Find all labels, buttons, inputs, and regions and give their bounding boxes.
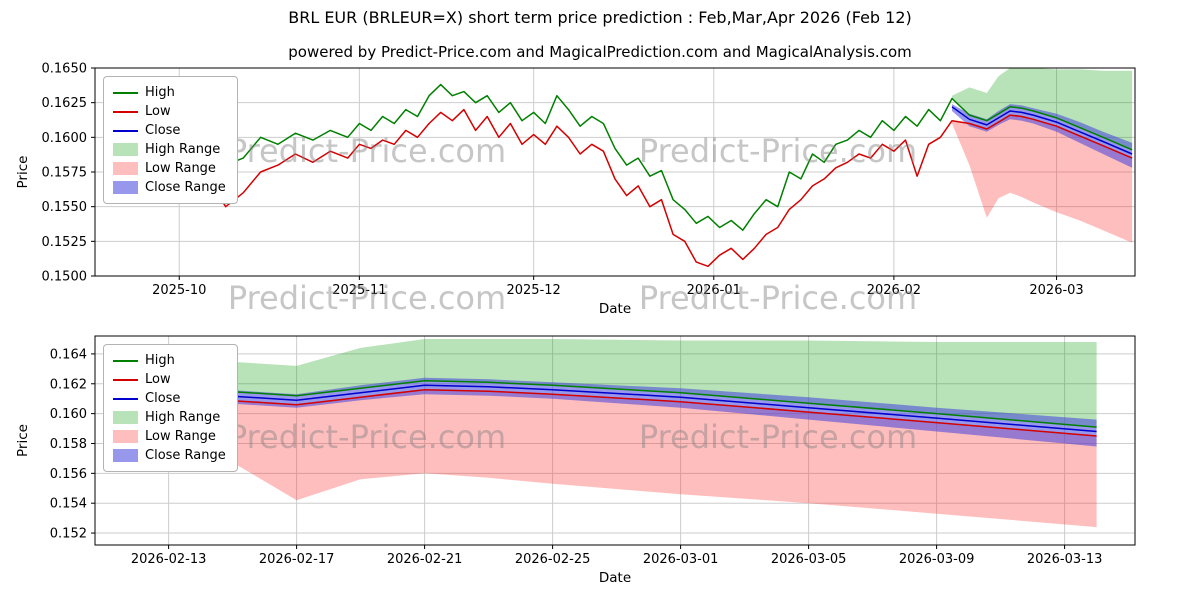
x-tick-label: 2025-12 (506, 283, 560, 298)
legend-label: Close (145, 123, 181, 138)
legend-label: High Range (145, 410, 221, 425)
close-range-swatch (113, 449, 138, 462)
legend-item-low: Low (113, 370, 226, 389)
low-range-band (952, 115, 1133, 243)
low-line (103, 108, 1133, 268)
x-tick-label: 2026-02 (867, 283, 921, 298)
legend-item-high: High (113, 351, 226, 370)
y-tick-label: 0.1550 (42, 200, 88, 215)
close-range-band (952, 104, 1133, 168)
legend-label: High (145, 353, 175, 368)
x-axis-title: Date (599, 301, 631, 317)
x-tick-label: 2026-02-21 (387, 552, 463, 567)
y-tick-label: 0.1500 (42, 270, 88, 285)
high-line (104, 371, 1097, 428)
plot-frame (94, 335, 1136, 546)
x-tick-label: 2025-10 (152, 283, 206, 298)
high-line (103, 83, 1133, 231)
x-tick-label: 2026-03-05 (771, 552, 847, 567)
y-tick-label: 0.1525 (42, 235, 88, 250)
legend-label: High Range (145, 142, 221, 157)
legend-label: Close (145, 391, 181, 406)
x-tick-label: 2026-03-01 (643, 552, 719, 567)
y-tick-label: 0.164 (50, 347, 87, 362)
legend-label: Low Range (145, 429, 216, 444)
legend-item-high: High (113, 83, 226, 102)
y-tick-label: 0.1650 (42, 62, 88, 77)
legend-label: Close Range (145, 448, 226, 463)
low-range-swatch (113, 430, 138, 443)
y-tick-label: 0.1625 (42, 96, 88, 111)
legend-item-high-range: High Range (113, 140, 226, 159)
y-tick-label: 0.1575 (42, 166, 88, 181)
close-range-band (104, 377, 1097, 447)
legend-item-close-range: Close Range (113, 446, 226, 465)
close-line (104, 380, 1097, 433)
x-tick-label: 2026-03-13 (1027, 552, 1103, 567)
x-tick-label: 2026-02-25 (515, 552, 591, 567)
legend-label: Close Range (145, 180, 226, 195)
y-axis-title: Price (15, 424, 31, 457)
y-tick-label: 0.1600 (42, 131, 88, 146)
legend-item-low-range: Low Range (113, 427, 226, 446)
x-tick-label: 2026-03-09 (899, 552, 975, 567)
high-swatch (113, 359, 138, 362)
y-tick-label: 0.156 (50, 467, 87, 482)
legend-item-close: Close (113, 121, 226, 140)
legend-item-low-range: Low Range (113, 159, 226, 178)
high-range-swatch (113, 143, 138, 156)
high-range-swatch (113, 411, 138, 424)
legend-item-close: Close (113, 389, 226, 408)
y-tick-label: 0.158 (50, 437, 87, 452)
y-tick-label: 0.160 (50, 407, 87, 422)
legend-label: Low Range (145, 161, 216, 176)
legend-overview: High Low Close High Range Low Range Close Ran… (103, 76, 238, 204)
low-line (104, 388, 1097, 437)
y-tick-label: 0.154 (50, 497, 87, 512)
y-tick-label: 0.162 (50, 377, 87, 392)
y-axis-title: Price (15, 156, 31, 189)
close-swatch (113, 129, 138, 132)
low-range-swatch (113, 162, 138, 175)
figure-title: BRL EUR (BRLEUR=X) short term price pred… (288, 8, 912, 27)
close-range-swatch (113, 181, 138, 194)
y-tick-label: 0.152 (50, 527, 87, 542)
figure-subtitle: powered by Predict-Price.com and Magical… (288, 43, 912, 61)
x-tick-label: 2026-02-17 (259, 552, 335, 567)
x-axis-title: Date (599, 570, 631, 586)
x-tick-label: 2026-01 (687, 283, 741, 298)
legend-item-high-range: High Range (113, 408, 226, 427)
legend-forecast: High Low Close High Range Low Range Close Ran… (103, 344, 238, 472)
chart-forecast: 2026-02-13 2026-02-17 2026-02-21 2026-02-25… (15, 335, 1136, 586)
legend-item-close-range: Close Range (113, 178, 226, 197)
close-line (951, 106, 1133, 155)
x-tick-label: 2026-03 (1029, 283, 1083, 298)
chart-overview: 2025-10 2025-11 2025-12 2026-01 2026-02 2026-… (15, 62, 1136, 317)
low-swatch (113, 378, 138, 381)
x-tick-label: 2025-11 (332, 283, 386, 298)
legend-item-low: Low (113, 102, 226, 121)
legend-label: Low (145, 372, 171, 387)
legend-label: High (145, 85, 175, 100)
x-tick-label: 2026-02-13 (131, 552, 207, 567)
low-range-band (104, 389, 1097, 528)
high-swatch (113, 91, 138, 94)
low-swatch (113, 110, 138, 113)
legend-label: Low (145, 104, 171, 119)
close-swatch (113, 397, 138, 400)
